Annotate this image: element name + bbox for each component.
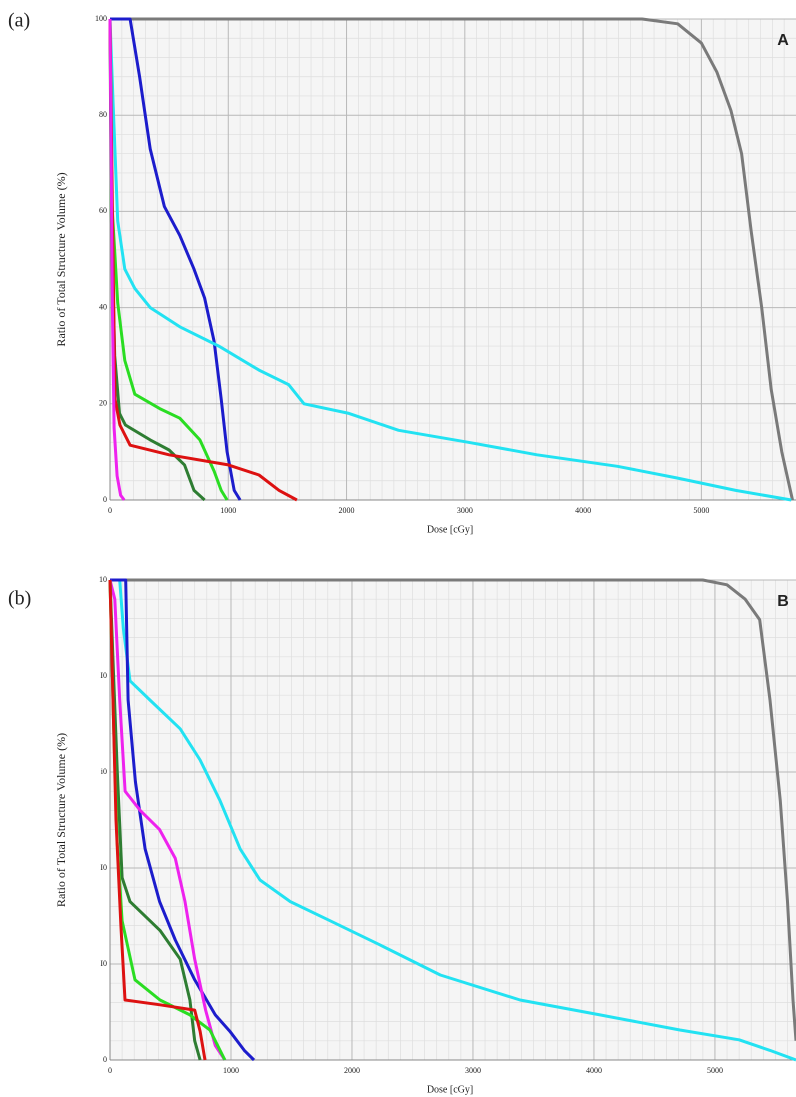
x-tick-label: 5000 — [693, 506, 709, 515]
dvh-line — [108, 18, 126, 501]
y-tick-label: 60 — [99, 206, 107, 215]
x-tick-label: 3000 — [465, 1066, 481, 1075]
x-axis-label: Dose [cGy] — [427, 1084, 473, 1095]
x-tick-label: 3000 — [457, 506, 473, 515]
x-tick-label: 5000 — [707, 1066, 723, 1075]
y-tick-label: 20 — [99, 399, 107, 408]
dvh-line — [110, 578, 796, 1062]
y-tick-label: 0 — [103, 495, 107, 504]
x-tick-label: 1000 — [220, 506, 236, 515]
y-tick-label: I0 — [100, 671, 107, 680]
panel-label: (b) — [8, 588, 31, 610]
y-tick-label: 80 — [99, 110, 107, 119]
dvh-line — [108, 18, 792, 502]
x-tick-label: 2000 — [344, 1066, 360, 1075]
y-axis-label: Ratio of Total Structure Volume (%) — [54, 172, 68, 346]
y-tick-label: i0 — [101, 767, 107, 776]
x-tick-label: 2000 — [339, 506, 355, 515]
y-tick-label: 10 — [99, 575, 107, 584]
dvh-line — [108, 579, 202, 1061]
x-tick-label: 1000 — [223, 1066, 239, 1075]
dvh-line — [110, 578, 256, 1062]
dvh-line — [108, 579, 207, 1061]
panel-label: (a) — [8, 10, 30, 32]
y-tick-label: 100 — [95, 14, 107, 23]
x-tick-label: 0 — [108, 1066, 112, 1075]
dvh-line — [110, 17, 794, 501]
panel-annotation: A — [777, 32, 789, 49]
y-tick-label: I0 — [100, 959, 107, 968]
dvh-line — [110, 578, 796, 1041]
x-tick-label: 4000 — [575, 506, 591, 515]
panel-annotation: B — [777, 593, 789, 610]
dvh-line — [108, 18, 229, 501]
y-tick-label: 40 — [99, 302, 107, 311]
dvh-line — [110, 17, 242, 501]
y-tick-label: 0 — [103, 1055, 107, 1064]
plot-area — [110, 580, 796, 1060]
x-axis-label: Dose [cGy] — [427, 524, 473, 535]
y-axis-label: Ratio of Total Structure Volume (%) — [54, 733, 68, 907]
y-tick-label: I0 — [100, 863, 107, 872]
x-tick-label: 0 — [108, 506, 112, 515]
x-tick-label: 4000 — [586, 1066, 602, 1075]
dvh-line — [108, 579, 227, 1061]
